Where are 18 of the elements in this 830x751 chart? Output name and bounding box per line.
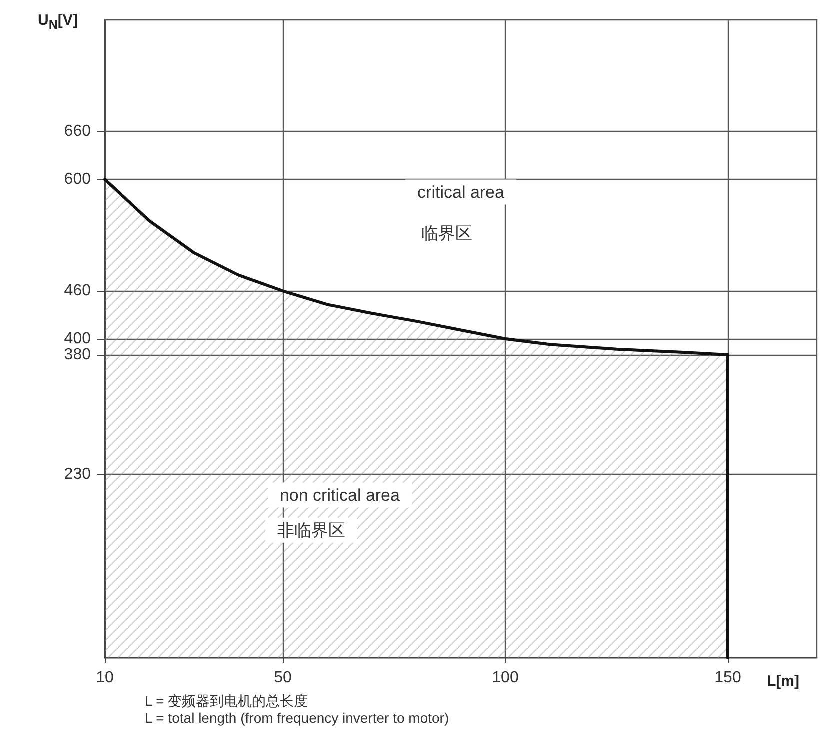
y-tick-label: 600: [64, 171, 92, 188]
x-tick-label: 100: [492, 670, 519, 686]
x-tick-label: 150: [714, 670, 742, 686]
x-axis-title: L[m]: [767, 673, 800, 690]
y-tick-label: 400: [64, 330, 92, 348]
annotation: non critical area: [280, 486, 400, 505]
annotation: 非临界区: [277, 520, 346, 540]
y-tick-label: 460: [64, 282, 92, 300]
x-tick-label: 50: [274, 670, 292, 686]
annotation: critical area: [418, 182, 505, 202]
y-tick-label: 230: [64, 466, 92, 484]
text: L = total length (from frequency inverter to motor): [145, 710, 450, 726]
annotation: 临界区: [421, 224, 472, 244]
y-axis-title: U$_{N}$[V]: [38, 12, 78, 32]
y-tick-label: 380: [64, 346, 92, 364]
x-tick-label: 10: [96, 670, 114, 686]
text: L = 变频器到电机的总长度: [145, 693, 308, 709]
y-tick-label: 660: [64, 123, 92, 140]
